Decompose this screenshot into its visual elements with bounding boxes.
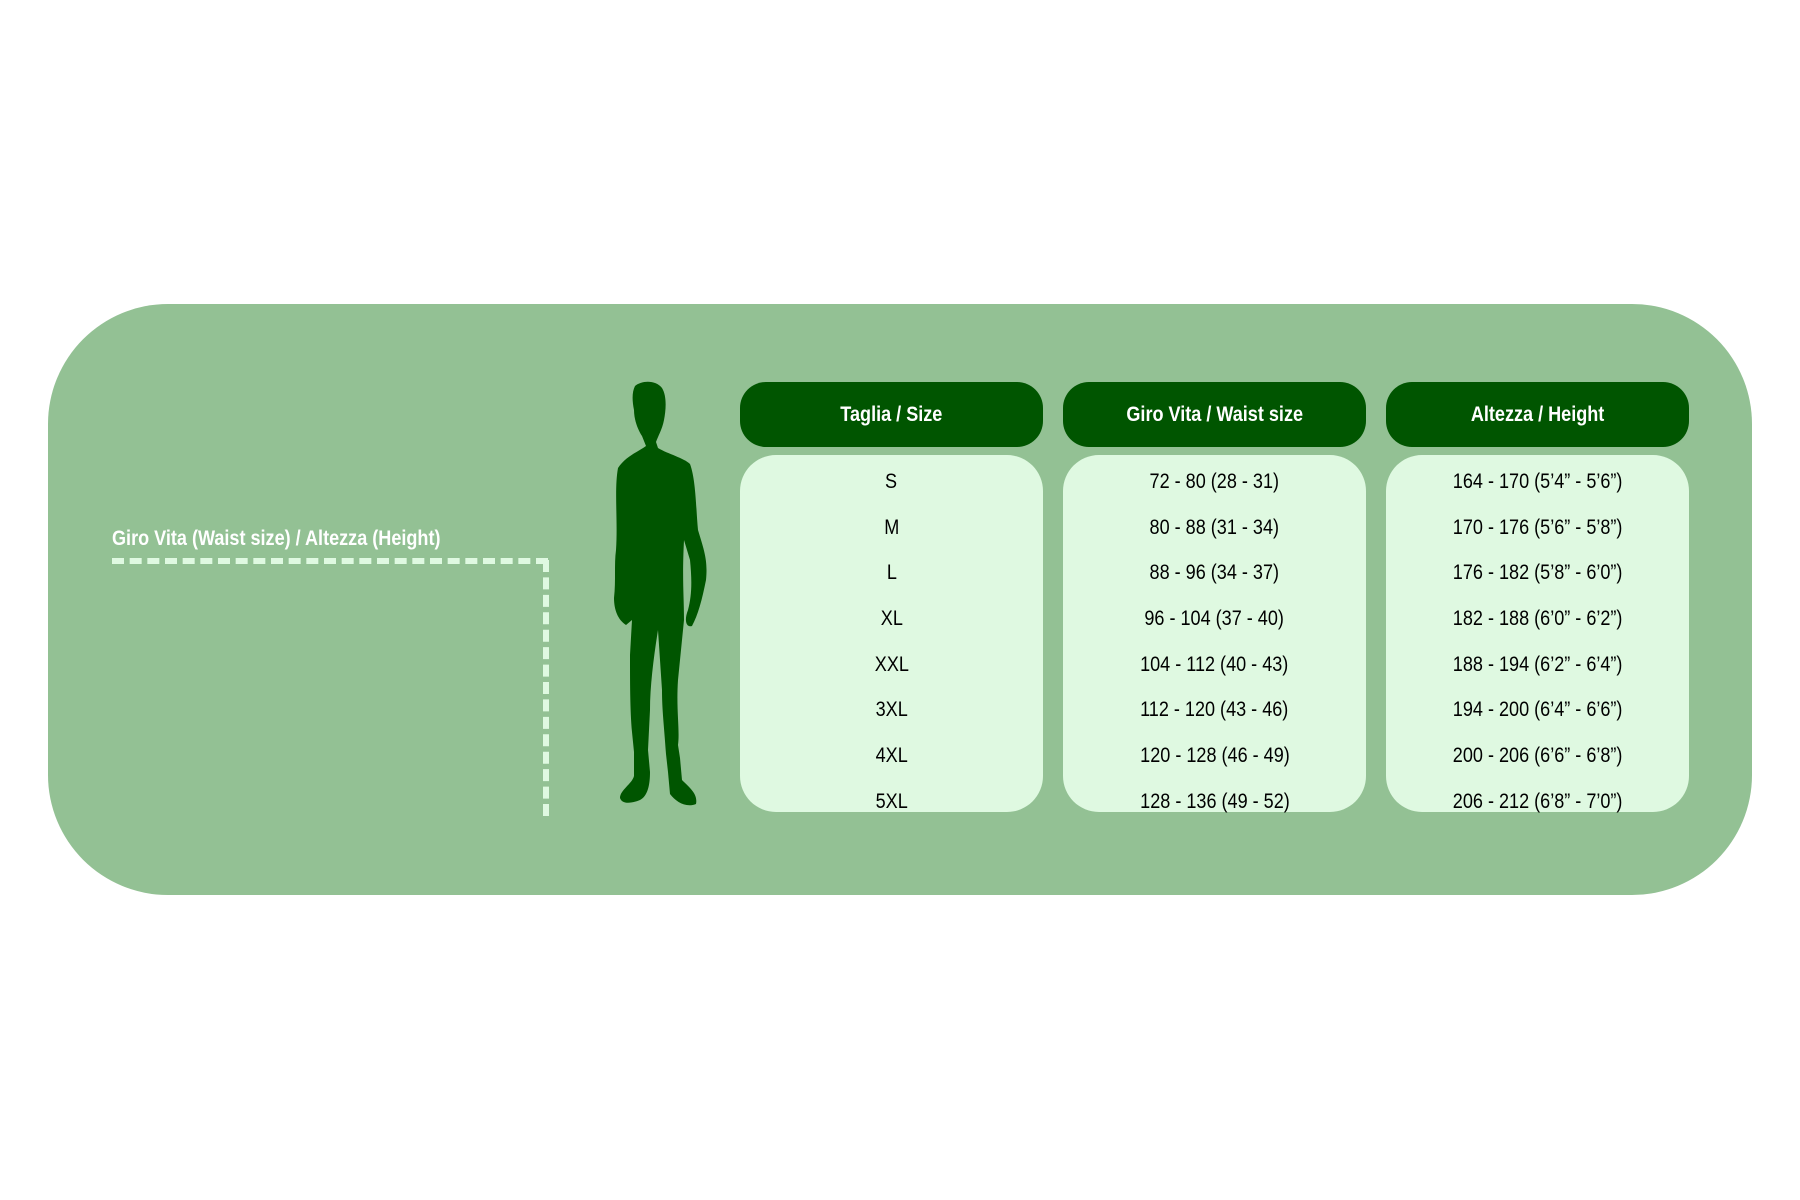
measurement-guide-label: Giro Vita (Waist size) / Altezza (Height… <box>112 527 441 550</box>
table-cell: 80 - 88 (31 - 34) <box>1063 505 1366 551</box>
table-cell: 4XL <box>740 733 1043 779</box>
cell-text: 128 - 136 (49 - 52) <box>1139 789 1290 813</box>
table-cell: XXL <box>740 642 1043 688</box>
table-cell: 194 - 200 (6’4” - 6’6”) <box>1386 687 1689 733</box>
size-values: S M L XL XXL 3XL 4XL 5XL <box>740 455 1043 813</box>
cell-text: 80 - 88 (31 - 34) <box>1149 515 1280 539</box>
cell-text: 164 - 170 (5’4” - 5’6”) <box>1452 469 1623 493</box>
cell-text: M <box>883 515 900 539</box>
cell-text: XL <box>880 606 903 630</box>
table-cell: M <box>740 505 1043 551</box>
height-values: 164 - 170 (5’4” - 5’6”) 170 - 176 (5’6” … <box>1386 455 1689 813</box>
cell-text: L <box>886 561 897 585</box>
cell-text: 194 - 200 (6’4” - 6’6”) <box>1452 698 1623 722</box>
table-cell: 72 - 80 (28 - 31) <box>1063 459 1366 505</box>
cell-text: 206 - 212 (6’8” - 7’0”) <box>1452 789 1623 813</box>
height-column: Altezza / Height 164 - 170 (5’4” - 5’6”)… <box>1386 382 1689 813</box>
cell-text: XXL <box>874 652 909 676</box>
cell-text: 4XL <box>875 743 908 767</box>
table-cell: 88 - 96 (34 - 37) <box>1063 550 1366 596</box>
man-silhouette-icon <box>614 381 707 806</box>
table-cell: 5XL <box>740 779 1043 825</box>
table-cell: 164 - 170 (5’4” - 5’6”) <box>1386 459 1689 505</box>
cell-text: 72 - 80 (28 - 31) <box>1149 469 1280 493</box>
waist-values: 72 - 80 (28 - 31) 80 - 88 (31 - 34) 88 -… <box>1063 455 1366 813</box>
table-cell: 120 - 128 (46 - 49) <box>1063 733 1366 779</box>
table-cell: 188 - 194 (6’2” - 6’4”) <box>1386 642 1689 688</box>
cell-text: 112 - 120 (43 - 46) <box>1140 698 1289 722</box>
waist-dashed-line <box>112 558 548 564</box>
header-label: Taglia / Size <box>840 402 943 426</box>
table-cell: S <box>740 459 1043 505</box>
column-header-size: Taglia / Size <box>740 382 1043 447</box>
table-cell: 3XL <box>740 687 1043 733</box>
table-cell: 176 - 182 (5’8” - 6’0”) <box>1386 550 1689 596</box>
height-dashed-line <box>543 560 549 816</box>
header-label: Altezza / Height <box>1470 402 1605 426</box>
table-cell: 182 - 188 (6’0” - 6’2”) <box>1386 596 1689 642</box>
cell-text: S <box>885 469 898 493</box>
table-cell: 112 - 120 (43 - 46) <box>1063 687 1366 733</box>
table-cell: 206 - 212 (6’8” - 7’0”) <box>1386 779 1689 825</box>
cell-text: 170 - 176 (5’6” - 5’8”) <box>1452 515 1623 539</box>
table-cell: 170 - 176 (5’6” - 5’8”) <box>1386 505 1689 551</box>
header-label: Giro Vita / Waist size <box>1126 402 1303 426</box>
table-cell: XL <box>740 596 1043 642</box>
size-column: Taglia / Size S M L XL XXL 3XL 4XL 5XL <box>740 382 1043 813</box>
table-cell: L <box>740 550 1043 596</box>
table-cell: 96 - 104 (37 - 40) <box>1063 596 1366 642</box>
cell-text: 176 - 182 (5’8” - 6’0”) <box>1452 561 1623 585</box>
cell-text: 188 - 194 (6’2” - 6’4”) <box>1452 652 1623 676</box>
table-cell: 200 - 206 (6’6” - 6’8”) <box>1386 733 1689 779</box>
column-header-height: Altezza / Height <box>1386 382 1689 447</box>
table-cell: 104 - 112 (40 - 43) <box>1063 642 1366 688</box>
cell-text: 182 - 188 (6’0” - 6’2”) <box>1452 606 1623 630</box>
cell-text: 200 - 206 (6’6” - 6’8”) <box>1452 743 1623 767</box>
cell-text: 120 - 128 (46 - 49) <box>1139 743 1290 767</box>
cell-text: 96 - 104 (37 - 40) <box>1144 606 1285 630</box>
waist-column: Giro Vita / Waist size 72 - 80 (28 - 31)… <box>1063 382 1366 813</box>
cell-text: 3XL <box>875 698 908 722</box>
cell-text: 104 - 112 (40 - 43) <box>1140 652 1289 676</box>
column-header-waist: Giro Vita / Waist size <box>1063 382 1366 447</box>
cell-text: 5XL <box>875 789 908 813</box>
cell-text: 88 - 96 (34 - 37) <box>1149 561 1280 585</box>
table-cell: 128 - 136 (49 - 52) <box>1063 779 1366 825</box>
